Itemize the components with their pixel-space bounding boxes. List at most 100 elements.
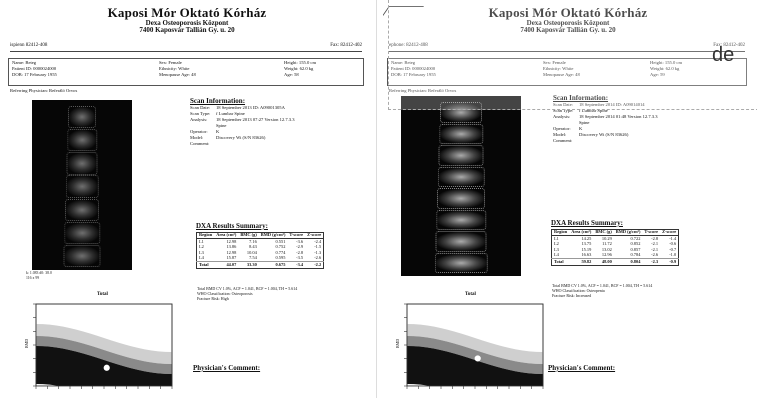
fax-text: Fax: 82412-402	[713, 43, 745, 48]
scan-info-key: Scan Type:	[190, 111, 211, 116]
dxa-title: DXA Results Summary:	[196, 222, 268, 230]
dxa-cell: -1.4	[669, 235, 677, 241]
dxa-cell: 11.72	[602, 241, 612, 247]
dxa-header-cell: Area (cm²)	[569, 229, 594, 236]
vertebra-shape	[437, 188, 485, 209]
vertebra-shape	[68, 106, 96, 129]
patient-box: Name: Beteg Patient ID: 0000024000 DOB: …	[387, 58, 747, 86]
dxa-cell: 7.16	[249, 238, 257, 244]
scan-info-value: 18 September 2013 ID: A09001305A	[216, 105, 285, 110]
scan-info-value: Discovery Wi (S/N 83626)	[216, 135, 266, 140]
page-separator	[376, 0, 377, 398]
scan-info-key: Model:	[190, 135, 204, 140]
dxa-cell: -3.5	[296, 255, 304, 261]
patient-sex: Sex: Female	[543, 60, 566, 65]
scan-info-key: Scan Date:	[553, 102, 574, 107]
patient-menopause: Menopause Age: 48	[543, 72, 580, 77]
vertebra-shape	[435, 231, 487, 252]
scan-info-key: Scan Type:	[553, 108, 574, 113]
scan-info-key: Comment:	[553, 138, 573, 143]
vertebra-shape	[439, 123, 483, 144]
phone-text: ispienn 82412-408	[10, 43, 48, 48]
dxa-cell: -2.2	[305, 260, 324, 269]
department-name: Dexa Osteoporosis Központ	[526, 18, 610, 27]
dxa-cell: -2.1	[651, 241, 659, 247]
patient-ethnicity: Ethnicity: White	[543, 66, 574, 71]
scan-info-key: Analysis:	[553, 114, 571, 119]
spine-scan-image	[401, 96, 521, 276]
dxa-cell: L3	[199, 249, 204, 255]
dxa-cell: -2.6	[314, 255, 322, 261]
dxa-row: L3 15.19 13.02 0.857 -2.1 -0.7	[552, 247, 679, 253]
fracture-risk: Fracture Risk: Increased	[552, 293, 592, 298]
vertebra-shape	[65, 198, 99, 221]
patient-ethnicity: Ethnicity: White	[159, 66, 190, 71]
dxa-footnote: Total BMD CV 1.0%, ACF = 1.041, BCF = 1.…	[197, 286, 298, 291]
dxa-cell: 15.19	[581, 246, 592, 252]
dxa-cell: L3	[554, 246, 559, 252]
vertebra-shape	[440, 102, 482, 123]
scan-info-value: f Lumbar Spine	[216, 111, 245, 116]
scan-info-value: 18 September 2014 ID: A09014014	[579, 102, 645, 107]
dxa-footnotes: Total BMD CV 1.0%, ACF = 1.041, BCF = 1.…	[197, 286, 297, 301]
patient-age: Age: 58	[284, 72, 299, 77]
vertebra-shape	[66, 152, 98, 175]
scan-info-key: Model:	[553, 132, 567, 137]
dxa-cell: -1.0	[669, 252, 677, 258]
dxa-row: L4 16.63 12.96 0.784 -2.6 -1.0	[552, 252, 679, 258]
dxa-footnote: Total BMD CV 1.0%, ACF = 1.041, BCF = 1.…	[552, 283, 653, 288]
scan-info-key: Scan Date:	[190, 105, 211, 110]
dxa-cell: 16.63	[581, 252, 592, 258]
dxa-cell: -1.3	[314, 249, 322, 255]
dxa-row: L4 15.87 7.54 0.595 -3.5 -2.6	[197, 255, 324, 261]
patient-name: Name: Beteg	[391, 60, 416, 65]
patient-height: Height: 155.0 cm	[284, 60, 317, 65]
dxa-row: Total 59.82 48.00 0.804 -2.3 -0.9	[551, 257, 679, 266]
dxa-cell: 44.07	[214, 260, 239, 269]
dxa-cell: 13.86	[226, 244, 237, 250]
scan-info-key: Operator:	[190, 129, 208, 134]
scan-info-row: Scan Date: 18 September 2013 ID: A0900130…	[190, 105, 365, 111]
dxa-cell: L4	[554, 252, 559, 258]
dxa-cell: 10.29	[601, 235, 612, 241]
dxa-cell: -2.6	[651, 252, 659, 258]
scan-info-title: Scan Information:	[190, 97, 246, 105]
patient-height: Height: 155.0 cm	[650, 60, 683, 65]
dxa-title: DXA Results Summary:	[551, 219, 623, 227]
referring-physician: Referring Physician: Referáló Orvos	[10, 88, 78, 93]
hospital-header: Kaposi Mór Oktató Kórház Dexa Osteoporos…	[4, 6, 370, 34]
patient-name: Name: Beteg	[12, 60, 37, 65]
dxa-cell: -2.1	[651, 246, 659, 252]
dxa-cell: -0.7	[669, 246, 677, 252]
dxa-cell: -3.4	[287, 260, 306, 269]
dxa-table: Region Area (cm²) BMC (g) BMD (g/cm²) T-scor…	[196, 232, 325, 269]
scan-info-row: Analysis: 18 September 2014 01:48 Version…	[553, 114, 743, 120]
scan-info-key: Analysis:	[190, 117, 208, 122]
dxa-cell: 33.30	[238, 260, 259, 269]
dxa-cell: 0.595	[275, 255, 286, 261]
dxa-cell: -3.6	[296, 238, 304, 244]
dxa-cell: 0.675	[258, 260, 288, 269]
divider	[10, 51, 362, 52]
vertebra-shape	[67, 129, 97, 152]
spine-scan-image	[32, 100, 132, 270]
vertebra-shape	[64, 221, 100, 244]
dxa-cell: Total	[551, 257, 570, 266]
scan-info-row: Spine	[190, 123, 365, 129]
divider	[389, 51, 745, 52]
scan-info-row: Model: Discovery Wi (S/N 83626)	[190, 135, 365, 141]
dxa-cell: 12.96	[601, 252, 612, 258]
vertebra-shape	[436, 209, 486, 230]
y-axis-label: BMD	[395, 339, 400, 348]
scan-info-row: Comment:	[190, 141, 365, 147]
dxa-cell: 0.722	[630, 235, 641, 241]
scan-info-key: Comment:	[190, 141, 210, 146]
patient-id: Patient ID: 0000024000	[391, 66, 436, 71]
vertebra-shape	[65, 175, 99, 198]
reference-curve-graph: BMD	[24, 303, 173, 396]
hospital-name: Kaposi Mór Oktató Kórház	[107, 5, 267, 20]
scan-info-row: Scan Date: 18 September 2014 ID: A0901401…	[553, 102, 743, 108]
dxa-header-cell: BMC (g)	[238, 232, 259, 239]
scan-information: Scan Information: Scan Date: 18 September…	[553, 94, 743, 144]
scan-info-value: Spine	[216, 123, 227, 128]
